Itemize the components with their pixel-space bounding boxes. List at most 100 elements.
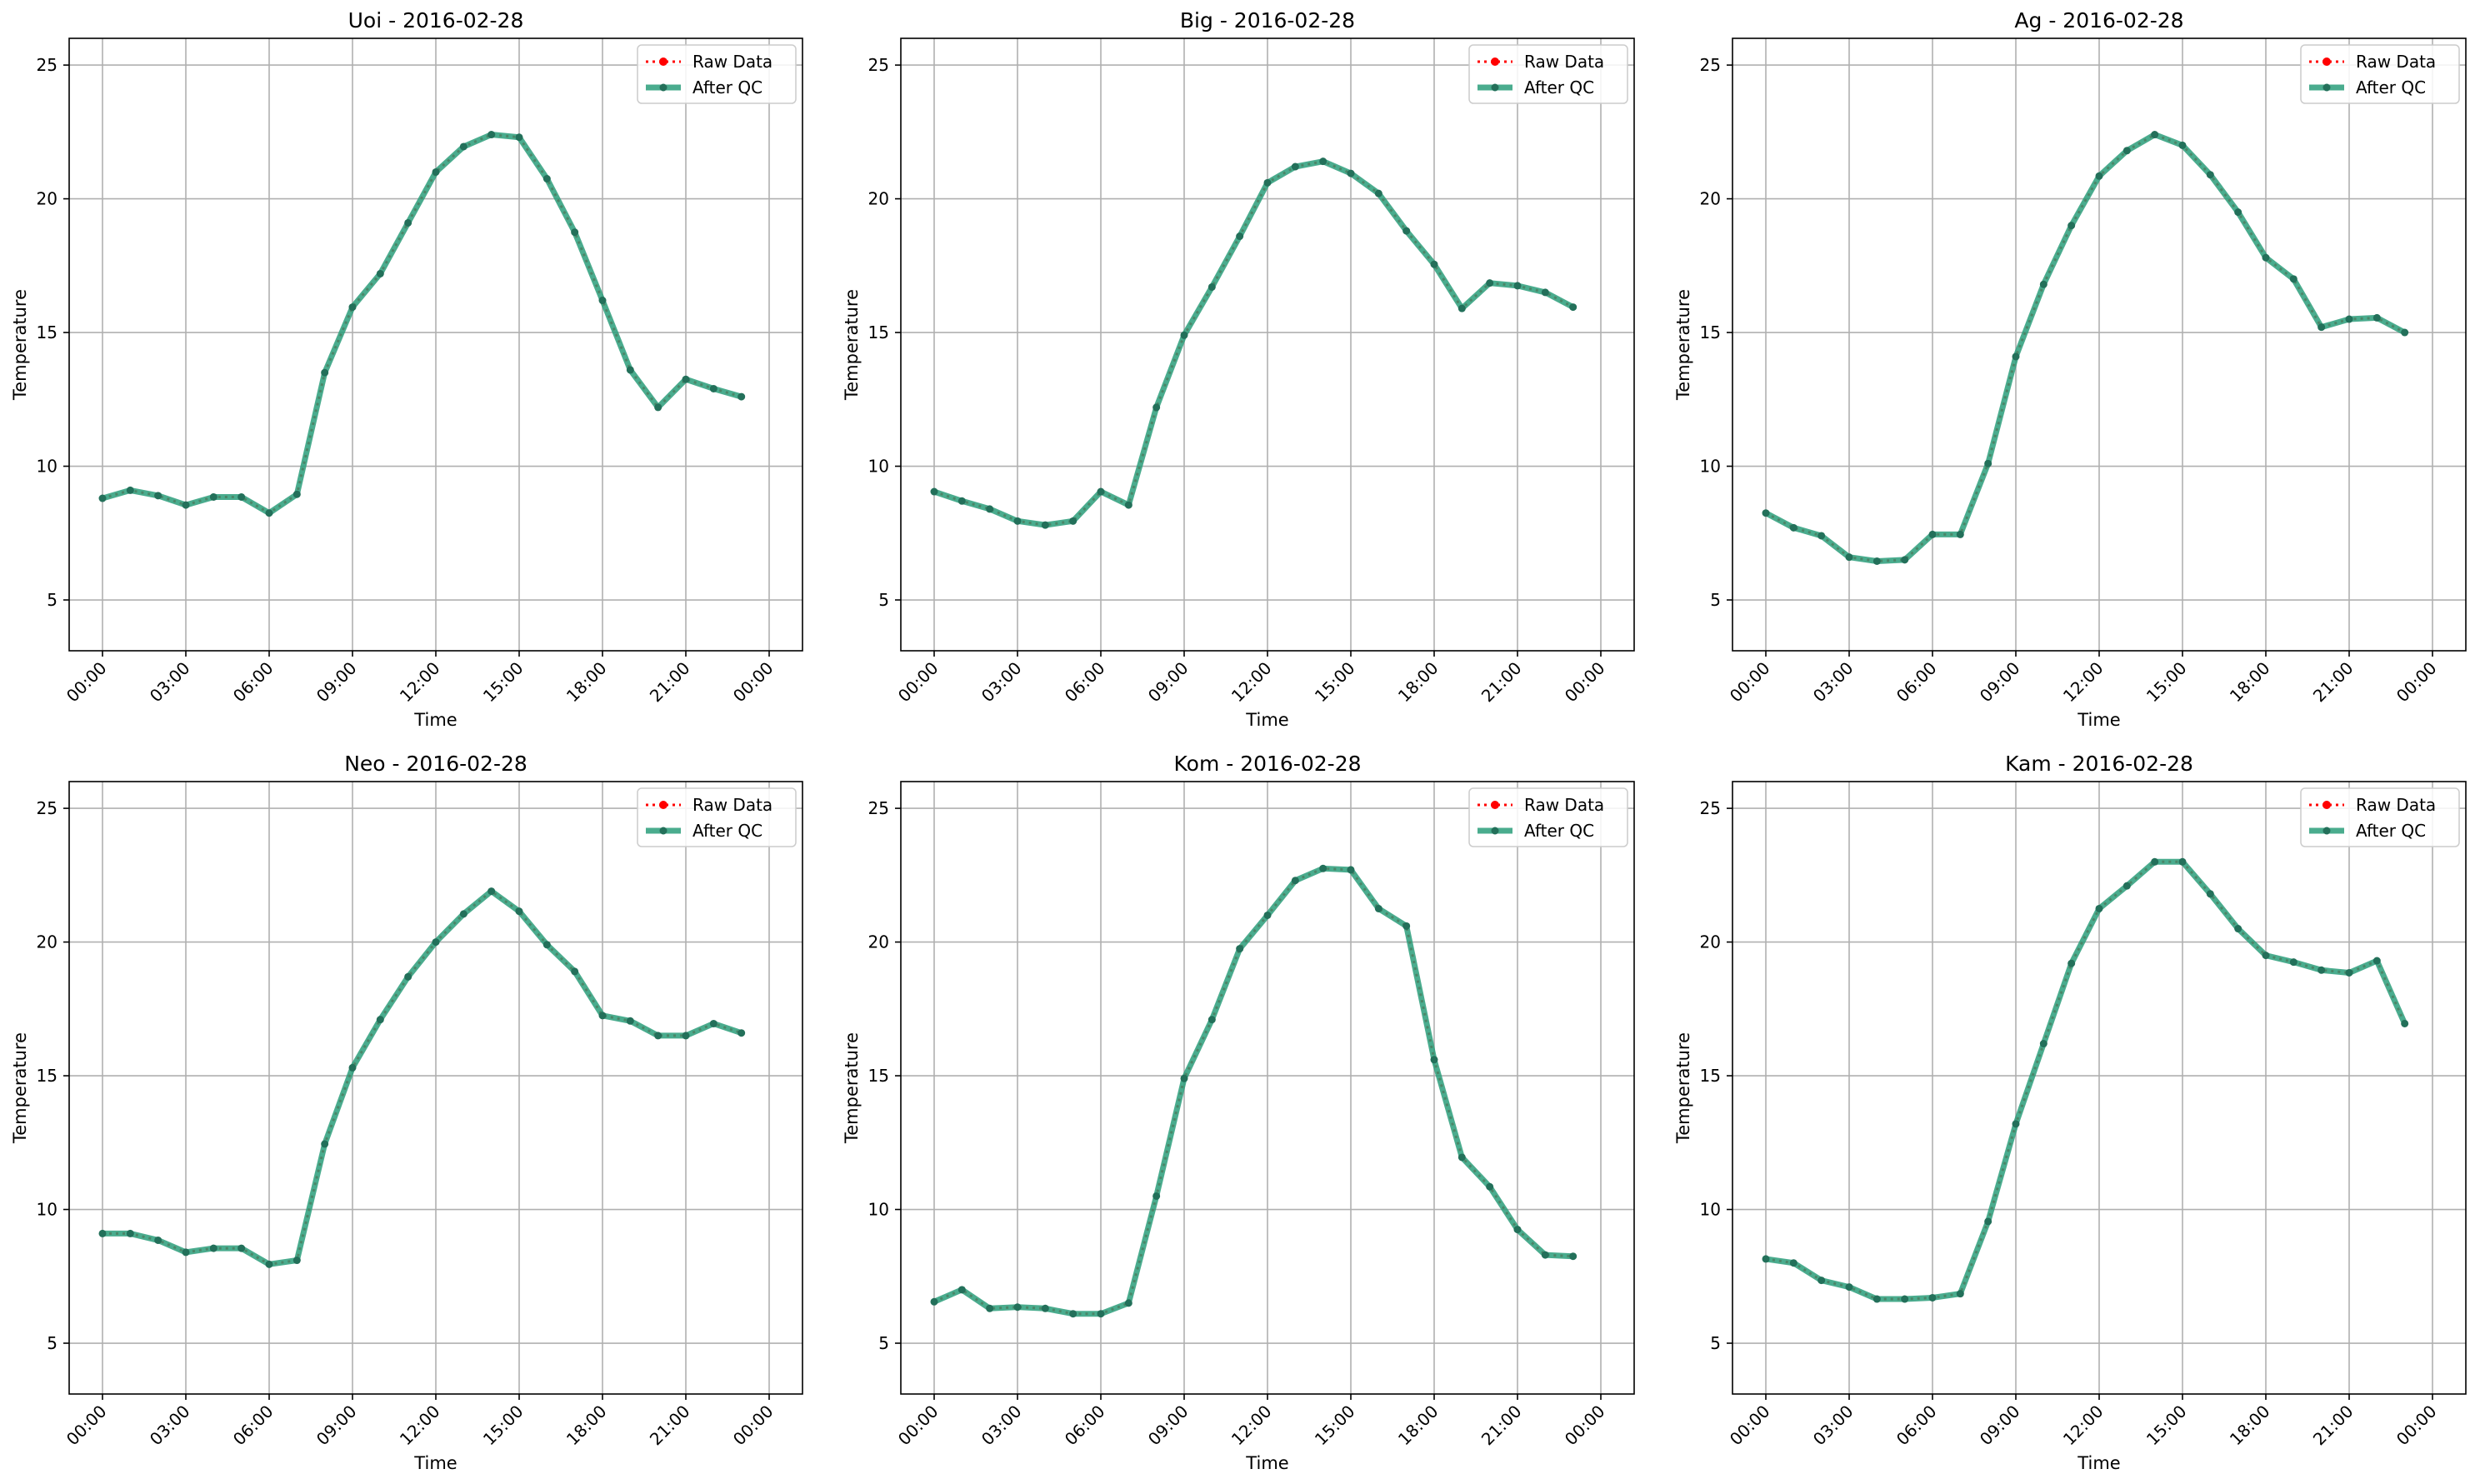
legend-label: After QC — [692, 821, 762, 841]
y-tick-label: 15 — [1700, 322, 1721, 342]
y-axis-label: Temperature — [842, 289, 862, 401]
after-qc-point — [1291, 162, 1299, 171]
y-tick-label: 20 — [868, 189, 889, 209]
after-qc-point — [321, 1140, 329, 1148]
after-qc-point — [515, 133, 523, 142]
after-qc-point — [182, 1248, 190, 1257]
x-tick-label: 12:00 — [2059, 1402, 2108, 1450]
legend-label: Raw Data — [692, 52, 772, 72]
after-qc-line — [1764, 132, 2407, 564]
chart-title: Kom - 2016-02-28 — [1174, 752, 1362, 776]
after-qc-point — [238, 1244, 246, 1252]
after-qc-point — [1956, 530, 1964, 538]
after-qc-point — [98, 1229, 107, 1237]
chart-panel-6: 5 10 15 20 25 00:00 03:00 06:00 09:00 12:00 15:00 1… — [1673, 752, 2467, 1473]
after-qc-point — [1762, 509, 1770, 517]
x-axis-label: Time — [2077, 710, 2120, 730]
chart-panel-3: 5 10 15 20 25 00:00 03:00 06:00 09:00 12:00 15:00 1… — [1673, 8, 2467, 730]
y-tick-label: 25 — [868, 798, 889, 818]
x-tick-label: 12:00 — [396, 1402, 444, 1450]
x-tick-label: 09:00 — [312, 658, 361, 707]
after-qc-point — [1041, 521, 1049, 529]
legend-raw-marker — [1491, 57, 1499, 66]
x-tick-label: 03:00 — [146, 1402, 194, 1450]
after-qc-point — [488, 131, 496, 139]
y-axis-label: Temperature — [842, 1032, 862, 1144]
x-tick-label: 09:00 — [1144, 1402, 1192, 1450]
x-tick-label: 09:00 — [1976, 1402, 2024, 1450]
y-tick-label: 20 — [868, 932, 889, 952]
chart-title: Ag - 2016-02-28 — [2014, 8, 2183, 32]
x-tick-label: 09:00 — [312, 1402, 361, 1450]
after-qc-point — [930, 1297, 938, 1306]
after-qc-point — [1872, 1295, 1881, 1303]
legend-qc-marker — [2322, 83, 2331, 92]
x-tick-label: 00:00 — [2392, 1402, 2441, 1450]
after-qc-point — [1901, 1295, 1909, 1303]
y-tick-label: 15 — [868, 322, 889, 342]
x-tick-label: 00:00 — [1726, 1402, 1774, 1450]
legend-label: After QC — [692, 77, 762, 97]
after-qc-point — [1124, 501, 1132, 509]
legend-raw-marker — [2322, 57, 2331, 66]
after-qc-point — [348, 303, 357, 312]
legend-label: After QC — [1524, 77, 1594, 97]
chart-title: Kam - 2016-02-28 — [2005, 752, 2193, 776]
legend: Raw Data After QC — [2300, 787, 2460, 847]
y-tick-label: 15 — [37, 1066, 58, 1086]
legend-qc-marker — [659, 827, 668, 835]
y-tick-label: 10 — [37, 1200, 58, 1220]
after-qc-point — [1541, 288, 1549, 297]
x-tick-label: 00:00 — [1561, 1402, 1609, 1450]
x-tick-label: 21:00 — [2309, 1402, 2358, 1450]
after-qc-point — [682, 375, 690, 383]
after-qc-point — [432, 938, 440, 947]
after-qc-point — [1789, 523, 1798, 532]
x-tick-label: 18:00 — [1394, 1402, 1442, 1450]
after-qc-point — [459, 910, 468, 918]
after-qc-point — [598, 1012, 607, 1020]
after-qc-point — [488, 887, 496, 896]
after-qc-point — [542, 175, 551, 183]
after-qc-point — [1818, 1277, 1826, 1285]
x-tick-label: 00:00 — [1561, 658, 1609, 707]
after-qc-point — [1569, 303, 1578, 312]
legend-raw-marker — [659, 801, 668, 809]
x-tick-label: 12:00 — [1228, 1402, 1276, 1450]
x-tick-label: 00:00 — [894, 658, 942, 707]
after-qc-point — [738, 392, 746, 401]
after-qc-point — [1374, 904, 1382, 912]
after-qc-point — [986, 505, 994, 513]
x-tick-label: 06:00 — [1061, 658, 1109, 707]
y-axis-label: Temperature — [1673, 1032, 1693, 1144]
after-qc-point — [654, 403, 662, 412]
x-tick-label: 15:00 — [1311, 1402, 1359, 1450]
after-qc-point — [654, 1032, 662, 1040]
after-qc-point — [1319, 157, 1328, 166]
y-tick-label: 5 — [47, 590, 58, 610]
after-qc-point — [1041, 1304, 1049, 1312]
after-qc-point — [1347, 169, 1355, 177]
legend-qc-marker — [2322, 827, 2331, 835]
y-tick-label: 10 — [1700, 1200, 1721, 1220]
legend-qc-marker — [659, 83, 668, 92]
after-qc-point — [1845, 553, 1853, 562]
chart-panel-4: 5 10 15 20 25 00:00 03:00 06:00 09:00 12:00 15:00 1… — [10, 752, 803, 1473]
raw-data-line — [102, 889, 742, 1266]
after-qc-point — [1541, 1251, 1549, 1259]
y-tick-label: 25 — [37, 55, 58, 75]
after-qc-point — [1180, 1074, 1188, 1082]
y-tick-label: 5 — [1710, 1333, 1721, 1353]
after-qc-point — [1013, 517, 1022, 525]
chart-panel-5: 5 10 15 20 25 00:00 03:00 06:00 09:00 12:00 15:00 1… — [842, 752, 1635, 1473]
after-qc-point — [1430, 260, 1438, 268]
after-qc-point — [2318, 323, 2326, 332]
after-qc-point — [376, 1016, 384, 1024]
after-qc-point — [930, 487, 938, 496]
x-tick-label: 03:00 — [978, 1402, 1026, 1450]
x-tick-label: 09:00 — [1144, 658, 1192, 707]
x-tick-label: 21:00 — [2309, 658, 2358, 707]
legend-label: Raw Data — [692, 795, 772, 815]
after-qc-point — [1872, 557, 1881, 565]
after-qc-point — [2178, 857, 2187, 866]
